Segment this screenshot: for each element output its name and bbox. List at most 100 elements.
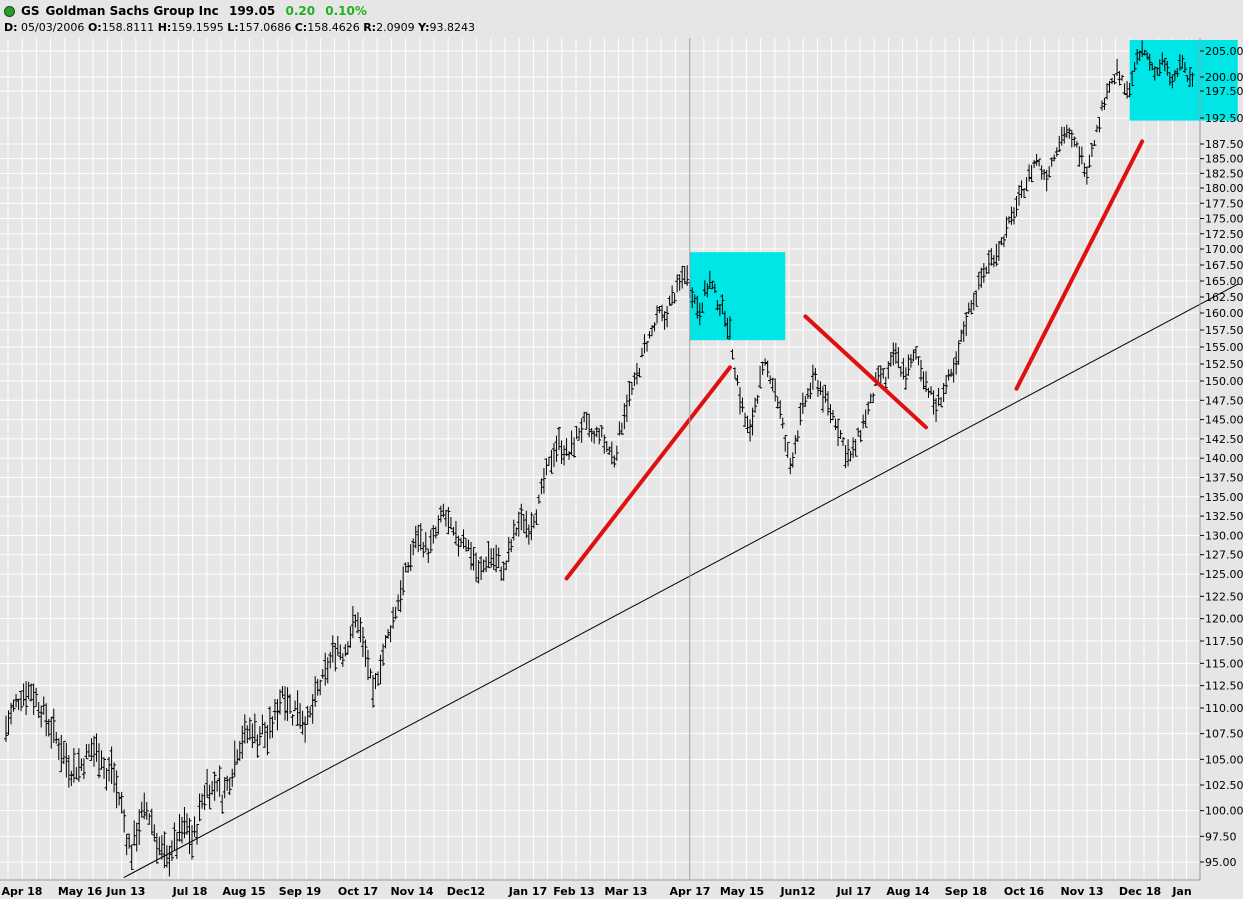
- y-tick-label: 155.00: [1205, 341, 1243, 354]
- y-axis-area: [1200, 38, 1243, 880]
- chart-header: GS Goldman Sachs Group Inc 199.05 0.20 0.…: [0, 0, 1243, 38]
- date-value: 05/03/2006: [21, 21, 85, 34]
- y-tick-label: 192.50: [1205, 112, 1243, 125]
- price-change-pct: 0.10%: [325, 4, 367, 18]
- y-tick-label: 100.00: [1205, 805, 1243, 818]
- y-tick-label: 205.00: [1205, 45, 1243, 58]
- y-tick-label: 157.50: [1205, 324, 1243, 337]
- y-tick-label: 140.00: [1205, 452, 1243, 465]
- y-tick-label: 115.00: [1205, 657, 1243, 670]
- red-trendline: [1014, 139, 1145, 391]
- y-tick-label: 102.50: [1205, 779, 1243, 792]
- y-tick-label: 182.50: [1205, 167, 1243, 180]
- range-label: R:: [363, 21, 377, 34]
- x-tick-label: Apr 17: [670, 885, 711, 898]
- support-trendline: [123, 283, 1239, 878]
- open-label: O:: [87, 21, 102, 34]
- ohlc-bars: [4, 40, 1195, 877]
- y-label: Y:: [418, 21, 430, 34]
- y-tick-label: 185.00: [1205, 153, 1243, 166]
- y-tick-label: 112.50: [1205, 680, 1243, 693]
- low-value: 157.0686: [238, 21, 292, 34]
- y-tick-label: 125.00: [1205, 568, 1243, 581]
- y-tick-label: 135.00: [1205, 491, 1243, 504]
- chart-grid: [0, 38, 1243, 880]
- x-tick-label: Nov 13: [1060, 885, 1103, 898]
- trendlines: [123, 139, 1239, 878]
- x-tick-label: Nov 14: [390, 885, 433, 898]
- y-tick-label: 97.50: [1205, 830, 1237, 843]
- open-value: 158.8111: [101, 21, 155, 34]
- x-tick-label: Dec 18: [1119, 885, 1161, 898]
- red-trendline: [803, 314, 929, 430]
- x-tick-label: Sep 19: [279, 885, 321, 898]
- y-tick-label: 145.00: [1205, 414, 1243, 427]
- y-tick-label: 167.50: [1205, 259, 1243, 272]
- y-tick-label: 175.00: [1205, 213, 1243, 226]
- high-value: 159.1595: [171, 21, 224, 34]
- x-tick-label: Oct 17: [338, 885, 378, 898]
- x-tick-label: Jul 17: [836, 885, 872, 898]
- y-tick-label: 110.00: [1205, 702, 1243, 715]
- highlight-box: [689, 252, 786, 341]
- x-tick-label: Oct 16: [1004, 885, 1045, 898]
- x-tick-label: Jan 17: [508, 885, 547, 898]
- y-tick-label: 165.00: [1205, 275, 1243, 288]
- y-tick-label: 107.50: [1205, 728, 1243, 741]
- y-tick-label: 177.50: [1205, 197, 1243, 210]
- y-value: 93.8243: [429, 21, 476, 34]
- x-tick-label: Jun12: [779, 885, 815, 898]
- y-tick-label: 170.00: [1205, 243, 1243, 256]
- x-tick-label: Feb 13: [553, 885, 595, 898]
- x-tick-label: May 15: [720, 885, 764, 898]
- y-tick-label: 147.50: [1205, 394, 1243, 407]
- last-price: 199.05: [228, 4, 276, 18]
- x-tick-label: Aug 14: [886, 885, 930, 898]
- y-tick-label: 122.50: [1205, 590, 1243, 603]
- x-axis-area: [0, 880, 1243, 899]
- low-label: L:: [227, 21, 239, 34]
- y-tick-label: 120.00: [1205, 613, 1243, 626]
- y-tick-label: 142.50: [1205, 433, 1243, 446]
- status-dot-icon: [4, 6, 15, 17]
- y-tick-label: 150.00: [1205, 375, 1243, 388]
- y-tick-label: 160.00: [1205, 307, 1243, 320]
- x-tick-label: Jan: [1171, 885, 1191, 898]
- y-tick-label: 152.50: [1205, 358, 1243, 371]
- x-tick-label: Dec12: [447, 885, 485, 898]
- close-value: 158.4626: [307, 21, 360, 34]
- x-tick-label: Apr 18: [2, 885, 43, 898]
- x-tick-label: Sep 18: [945, 885, 987, 898]
- y-tick-label: 95.00: [1205, 856, 1237, 869]
- red-trendline: [564, 365, 732, 581]
- y-tick-label: 162.50: [1205, 291, 1243, 304]
- y-tick-label: 117.50: [1205, 635, 1243, 648]
- price-change: 0.20: [285, 4, 316, 18]
- y-tick-label: 180.00: [1205, 182, 1243, 195]
- y-tick-label: 137.50: [1205, 472, 1243, 485]
- y-axis: 95.00 97.50 100.00 102.50 105.00 107.50 110.00…: [1199, 38, 1243, 880]
- ohlc-readout: D: 05/03/2006 O:158.8111 H:159.1595 L:15…: [4, 21, 475, 34]
- range-value: 2.0909: [376, 21, 415, 34]
- y-tick-label: 132.50: [1205, 510, 1243, 523]
- x-tick-label: Mar 13: [605, 885, 648, 898]
- y-tick-label: 172.50: [1205, 228, 1243, 241]
- symbol: GS: [21, 4, 40, 18]
- x-tick-label: Jul 18: [172, 885, 208, 898]
- x-tick-label: May 16: [58, 885, 103, 898]
- company-name: Goldman Sachs Group Inc: [45, 4, 219, 18]
- y-tick-label: 130.00: [1205, 529, 1243, 542]
- x-tick-label: Aug 15: [222, 885, 265, 898]
- y-tick-label: 105.00: [1205, 753, 1243, 766]
- title-row: GS Goldman Sachs Group Inc 199.05 0.20 0.…: [4, 4, 373, 18]
- high-label: H:: [157, 21, 172, 34]
- close-label: C:: [294, 21, 308, 34]
- y-tick-label: 127.50: [1205, 549, 1243, 562]
- plot-area: [0, 38, 1200, 880]
- y-tick-label: 197.50: [1205, 85, 1243, 98]
- x-tick-label: Jun 13: [106, 885, 146, 898]
- y-tick-label: 187.50: [1205, 138, 1243, 151]
- x-axis: Apr 18 May 16 Jun 13 Jul 18 Aug 15 Sep 19 Oct …: [0, 879, 1243, 899]
- date-label: D:: [4, 21, 18, 34]
